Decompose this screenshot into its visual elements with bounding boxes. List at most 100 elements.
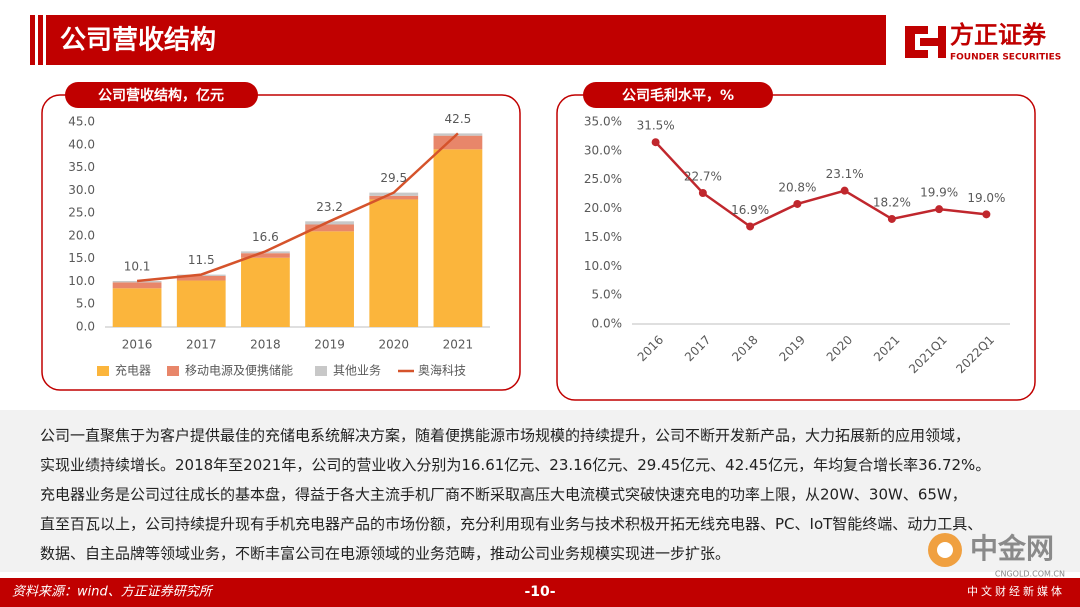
y-tick-label: 20.0	[68, 228, 95, 242]
x-tick-label: 2021	[871, 333, 902, 364]
body-line: 公司一直聚焦于为客户提供最佳的充储电系统解决方案，随着便携能源市场规模的持续提升…	[40, 427, 970, 445]
y-tick-label: 15.0	[68, 251, 95, 265]
chart-title-pill	[65, 82, 258, 108]
legend-marker	[167, 366, 179, 376]
body-line: 直至百瓦以上，公司持续提升现有手机充电器产品的市场份额，充分利用现有业务与技术积…	[40, 515, 982, 533]
data-label: 16.9%	[731, 203, 769, 217]
legend-marker	[315, 366, 327, 376]
bar-segment	[369, 195, 419, 200]
x-tick-label: 2022Q1	[953, 333, 997, 377]
data-label: 31.5%	[637, 119, 675, 133]
x-tick-label: 2017	[682, 333, 713, 364]
body-line: 数据、自主品牌等领域业务，不断丰富公司在电源领域的业务范畴，推动公司业务规模实现…	[40, 545, 730, 563]
x-tick-label: 2021	[443, 338, 474, 352]
body-line: 实现业绩持续增长。2018年至2021年，公司的营业收入分别为16.61亿元、2…	[40, 456, 990, 474]
line-series	[654, 141, 987, 228]
legend-label: 其他业务	[333, 363, 381, 378]
line-point	[793, 199, 802, 208]
y-tick-label: 30.0	[68, 183, 95, 197]
data-label: 11.5	[188, 253, 215, 267]
legend-label: 奥海科技	[418, 363, 466, 378]
bar-segment	[305, 224, 354, 232]
footer-source: 资料来源：wind、方正证券研究所	[12, 584, 214, 600]
data-label: 10.1	[124, 259, 151, 273]
x-tick-label: 2019	[314, 338, 345, 352]
data-label: 23.1%	[826, 167, 864, 181]
bar-segment	[433, 135, 483, 150]
footer-band	[0, 578, 1080, 607]
line-point	[698, 188, 707, 197]
y-tick-label: 30.0%	[584, 143, 622, 157]
y-tick-label: 0.0%	[592, 317, 623, 331]
data-label: 22.7%	[684, 169, 722, 183]
chart-title: 公司营收结构，亿元	[98, 87, 224, 104]
y-tick-label: 25.0%	[584, 172, 622, 186]
header-accent	[38, 15, 43, 65]
y-tick-label: 40.0	[68, 137, 95, 151]
bar-segment	[176, 280, 226, 327]
line-point	[840, 186, 849, 195]
bar-segment	[433, 149, 483, 327]
y-tick-label: 35.0	[68, 160, 95, 174]
bar-segment	[369, 192, 419, 196]
line-point	[887, 214, 896, 223]
line-series	[136, 132, 459, 283]
bar-segment	[241, 257, 290, 327]
data-label: 29.5	[380, 171, 407, 185]
watermark-name: 中金网	[970, 532, 1054, 565]
y-tick-label: 20.0%	[584, 201, 622, 215]
legend-label: 移动电源及便携储能	[185, 363, 293, 378]
y-tick-label: 10.0%	[584, 259, 622, 273]
y-tick-label: 15.0%	[584, 230, 622, 244]
text-panel	[0, 410, 1080, 572]
y-tick-label: 10.0	[68, 274, 95, 288]
watermark-icon	[937, 542, 953, 558]
bar-segment	[369, 199, 419, 327]
chart-frame	[556, 94, 1036, 401]
chart-title-pill	[583, 82, 773, 108]
bar-segment	[112, 288, 162, 327]
legend-marker	[97, 366, 109, 376]
line-point	[982, 210, 991, 219]
logo-subtext: FOUNDER SECURITIES	[950, 53, 1061, 63]
data-label: 19.9%	[920, 186, 958, 200]
bar-segment	[241, 253, 290, 258]
x-tick-label: 2018	[250, 338, 281, 352]
y-tick-label: 0.0	[76, 320, 95, 334]
x-tick-label: 2016	[635, 333, 666, 364]
bar-segment	[305, 221, 354, 225]
body-line: 充电器业务是公司过往成长的基本盘，得益于各大主流手机厂商不断采取高压大电流模式突…	[40, 486, 967, 504]
legend-label: 充电器	[115, 363, 151, 378]
chart-title: 公司毛利水平，%	[622, 87, 734, 104]
x-tick-label: 2021Q1	[906, 333, 950, 377]
x-tick-label: 2020	[824, 333, 855, 364]
chart-frame	[41, 94, 521, 391]
data-label: 23.2	[316, 200, 343, 214]
bar-segment	[305, 231, 354, 327]
bar-segment	[112, 282, 162, 289]
x-tick-label: 2016	[122, 338, 153, 352]
header-accent	[30, 15, 35, 65]
header-title: 公司营收结构	[60, 26, 216, 56]
data-label: 20.8%	[778, 180, 816, 194]
header-band	[46, 15, 886, 65]
data-label: 16.6	[252, 230, 279, 244]
logo-text: 方正证券	[950, 21, 1047, 49]
data-label: 42.5	[445, 112, 472, 126]
x-tick-label: 2017	[186, 338, 217, 352]
page-number: -10-	[524, 584, 555, 600]
watermark-tagline: 中文财经新媒体	[967, 584, 1065, 598]
watermark-url: CNGOLD.COM.CN	[995, 570, 1065, 579]
line-point	[935, 205, 944, 214]
body-text: 公司一直聚焦于为客户提供最佳的充储电系统解决方案，随着便携能源市场规模的持续提升…	[40, 427, 990, 563]
data-label: 19.0%	[967, 191, 1005, 205]
y-tick-label: 45.0	[68, 115, 95, 129]
line-point	[651, 138, 660, 147]
x-tick-label: 2019	[776, 333, 807, 364]
y-tick-label: 25.0	[68, 206, 95, 220]
y-tick-label: 35.0%	[584, 115, 622, 129]
bar-segment	[176, 275, 226, 281]
line-point	[746, 222, 755, 231]
y-tick-label: 5.0%	[592, 288, 623, 302]
